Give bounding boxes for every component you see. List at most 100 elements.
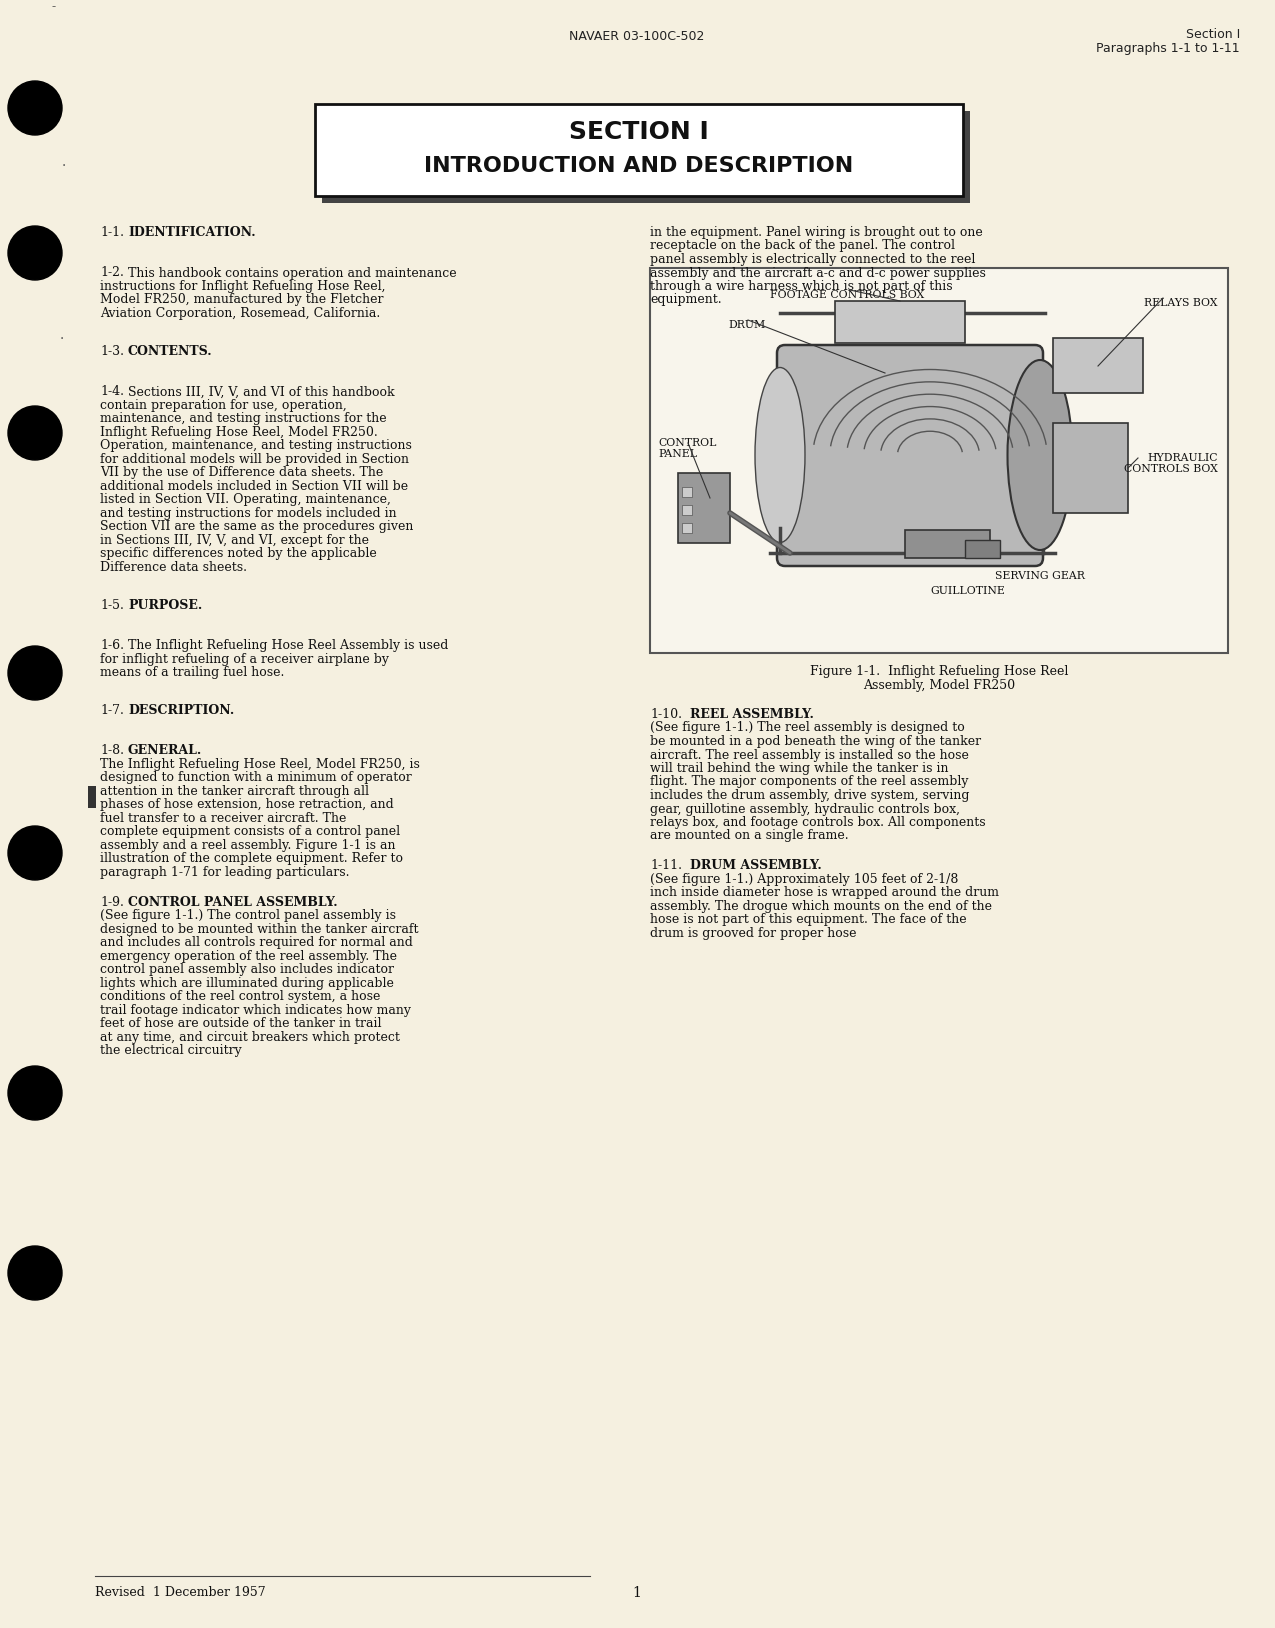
Text: feet of hose are outside of the tanker in trail: feet of hose are outside of the tanker i… [99, 1018, 381, 1031]
Text: complete equipment consists of a control panel: complete equipment consists of a control… [99, 825, 400, 838]
Bar [678, 474, 731, 544]
Text: Assembly, Model FR250: Assembly, Model FR250 [863, 679, 1015, 692]
Text: Model FR250, manufactured by the Fletcher: Model FR250, manufactured by the Fletche… [99, 293, 384, 306]
Bar [682, 505, 692, 514]
Text: 1-8.: 1-8. [99, 744, 124, 757]
Text: Figure 1-1.  Inflight Refueling Hose Reel: Figure 1-1. Inflight Refueling Hose Reel [810, 664, 1068, 677]
Text: Section I: Section I [1186, 28, 1241, 41]
Text: (See figure 1-1.) The reel assembly is designed to: (See figure 1-1.) The reel assembly is d… [650, 721, 965, 734]
Text: CONTROLS BOX: CONTROLS BOX [1125, 464, 1218, 474]
Text: the electrical circuitry: the electrical circuitry [99, 1044, 242, 1057]
Text: NAVAER 03-100C-502: NAVAER 03-100C-502 [570, 29, 705, 42]
Text: Aviation Corporation, Rosemead, California.: Aviation Corporation, Rosemead, Californ… [99, 308, 380, 321]
Text: DESCRIPTION.: DESCRIPTION. [128, 703, 235, 716]
Text: ·: · [62, 160, 66, 173]
Bar [1053, 339, 1142, 392]
Text: Inflight Refueling Hose Reel, Model FR250.: Inflight Refueling Hose Reel, Model FR25… [99, 427, 377, 440]
Text: DRUM ASSEMBLY.: DRUM ASSEMBLY. [690, 860, 822, 873]
Text: designed to be mounted within the tanker aircraft: designed to be mounted within the tanker… [99, 923, 418, 936]
Text: 1-4.: 1-4. [99, 386, 124, 399]
Text: Paragraphs 1-1 to 1-11: Paragraphs 1-1 to 1-11 [1096, 42, 1241, 55]
Text: emergency operation of the reel assembly. The: emergency operation of the reel assembly… [99, 949, 397, 962]
Circle shape [8, 226, 62, 280]
Text: instructions for Inflight Refueling Hose Reel,: instructions for Inflight Refueling Hose… [99, 280, 385, 293]
Circle shape [8, 646, 62, 700]
Text: -: - [52, 0, 56, 13]
Text: assembly and a reel assembly. Figure 1-1 is an: assembly and a reel assembly. Figure 1-1… [99, 838, 395, 851]
Text: conditions of the reel control system, a hose: conditions of the reel control system, a… [99, 990, 380, 1003]
Bar [323, 111, 970, 204]
Text: 1-3.: 1-3. [99, 345, 124, 358]
Text: through a wire harness which is not part of this: through a wire harness which is not part… [650, 280, 952, 293]
Bar [682, 487, 692, 497]
Text: trail footage indicator which indicates how many: trail footage indicator which indicates … [99, 1003, 411, 1016]
Bar [682, 523, 692, 532]
Text: in Sections III, IV, V, and VI, except for the: in Sections III, IV, V, and VI, except f… [99, 534, 368, 547]
Text: and testing instructions for models included in: and testing instructions for models incl… [99, 506, 397, 519]
Bar [835, 301, 965, 344]
Bar [965, 540, 1000, 558]
Text: The Inflight Refueling Hose Reel Assembly is used: The Inflight Refueling Hose Reel Assembl… [128, 640, 449, 653]
Circle shape [8, 825, 62, 881]
Text: in the equipment. Panel wiring is brought out to one: in the equipment. Panel wiring is brough… [650, 226, 983, 239]
Text: GUILLOTINE: GUILLOTINE [929, 586, 1005, 596]
Text: CONTROL PANEL ASSEMBLY.: CONTROL PANEL ASSEMBLY. [128, 895, 338, 908]
Text: 1-2.: 1-2. [99, 267, 124, 280]
Text: PANEL: PANEL [658, 449, 697, 459]
Text: inch inside diameter hose is wrapped around the drum: inch inside diameter hose is wrapped aro… [650, 886, 1000, 899]
Text: assembly. The drogue which mounts on the end of the: assembly. The drogue which mounts on the… [650, 900, 992, 913]
Bar [1053, 423, 1128, 513]
FancyBboxPatch shape [776, 345, 1043, 567]
Bar [88, 786, 96, 807]
Text: equipment.: equipment. [650, 293, 722, 306]
Text: maintenance, and testing instructions for the: maintenance, and testing instructions fo… [99, 412, 386, 425]
Text: includes the drum assembly, drive system, serving: includes the drum assembly, drive system… [650, 790, 969, 803]
Text: 1-9.: 1-9. [99, 895, 124, 908]
Text: The Inflight Refueling Hose Reel, Model FR250, is: The Inflight Refueling Hose Reel, Model … [99, 759, 419, 772]
Text: 1-7.: 1-7. [99, 703, 124, 716]
Text: illustration of the complete equipment. Refer to: illustration of the complete equipment. … [99, 853, 403, 866]
Circle shape [8, 405, 62, 461]
Ellipse shape [1007, 360, 1072, 550]
Text: means of a trailing fuel hose.: means of a trailing fuel hose. [99, 666, 284, 679]
Text: additional models included in Section VII will be: additional models included in Section VI… [99, 480, 408, 493]
Text: CONTROL: CONTROL [658, 438, 717, 448]
Text: paragraph 1-71 for leading particulars.: paragraph 1-71 for leading particulars. [99, 866, 349, 879]
Text: for inflight refueling of a receiver airplane by: for inflight refueling of a receiver air… [99, 653, 389, 666]
Text: FOOTAGE CONTROLS BOX: FOOTAGE CONTROLS BOX [770, 290, 924, 300]
Text: flight. The major components of the reel assembly: flight. The major components of the reel… [650, 775, 969, 788]
Text: assembly and the aircraft a-c and d-c power supplies: assembly and the aircraft a-c and d-c po… [650, 267, 986, 280]
Text: DRUM: DRUM [728, 321, 765, 330]
Text: CONTENTS.: CONTENTS. [128, 345, 213, 358]
Text: 1-1.: 1-1. [99, 226, 124, 239]
Text: specific differences noted by the applicable: specific differences noted by the applic… [99, 547, 376, 560]
Circle shape [8, 1066, 62, 1120]
Circle shape [8, 81, 62, 135]
Text: 1-10.: 1-10. [650, 708, 682, 721]
Text: HYDRAULIC: HYDRAULIC [1148, 453, 1218, 462]
Circle shape [8, 1245, 62, 1301]
Text: Operation, maintenance, and testing instructions: Operation, maintenance, and testing inst… [99, 440, 412, 453]
Text: IDENTIFICATION.: IDENTIFICATION. [128, 226, 255, 239]
Text: 1-5.: 1-5. [99, 599, 124, 612]
Text: INTRODUCTION AND DESCRIPTION: INTRODUCTION AND DESCRIPTION [425, 156, 854, 176]
Text: attention in the tanker aircraft through all: attention in the tanker aircraft through… [99, 785, 368, 798]
Text: lights which are illuminated during applicable: lights which are illuminated during appl… [99, 977, 394, 990]
Text: designed to function with a minimum of operator: designed to function with a minimum of o… [99, 772, 412, 785]
Text: This handbook contains operation and maintenance: This handbook contains operation and mai… [128, 267, 456, 280]
Text: hose is not part of this equipment. The face of the: hose is not part of this equipment. The … [650, 913, 966, 926]
Text: aircraft. The reel assembly is installed so the hose: aircraft. The reel assembly is installed… [650, 749, 969, 762]
Text: PURPOSE.: PURPOSE. [128, 599, 203, 612]
Text: for additional models will be provided in Section: for additional models will be provided i… [99, 453, 409, 466]
Text: Sections III, IV, V, and VI of this handbook: Sections III, IV, V, and VI of this hand… [128, 386, 395, 399]
Text: listed in Section VII. Operating, maintenance,: listed in Section VII. Operating, mainte… [99, 493, 391, 506]
Text: relays box, and footage controls box. All components: relays box, and footage controls box. Al… [650, 816, 986, 829]
Text: 1-11.: 1-11. [650, 860, 682, 873]
Text: SERVING GEAR: SERVING GEAR [994, 571, 1085, 581]
Text: REEL ASSEMBLY.: REEL ASSEMBLY. [690, 708, 813, 721]
Text: gear, guillotine assembly, hydraulic controls box,: gear, guillotine assembly, hydraulic con… [650, 803, 960, 816]
Text: 1: 1 [632, 1586, 641, 1600]
Text: RELAYS BOX: RELAYS BOX [1145, 298, 1218, 308]
Text: contain preparation for use, operation,: contain preparation for use, operation, [99, 399, 347, 412]
Text: phases of hose extension, hose retraction, and: phases of hose extension, hose retractio… [99, 798, 394, 811]
